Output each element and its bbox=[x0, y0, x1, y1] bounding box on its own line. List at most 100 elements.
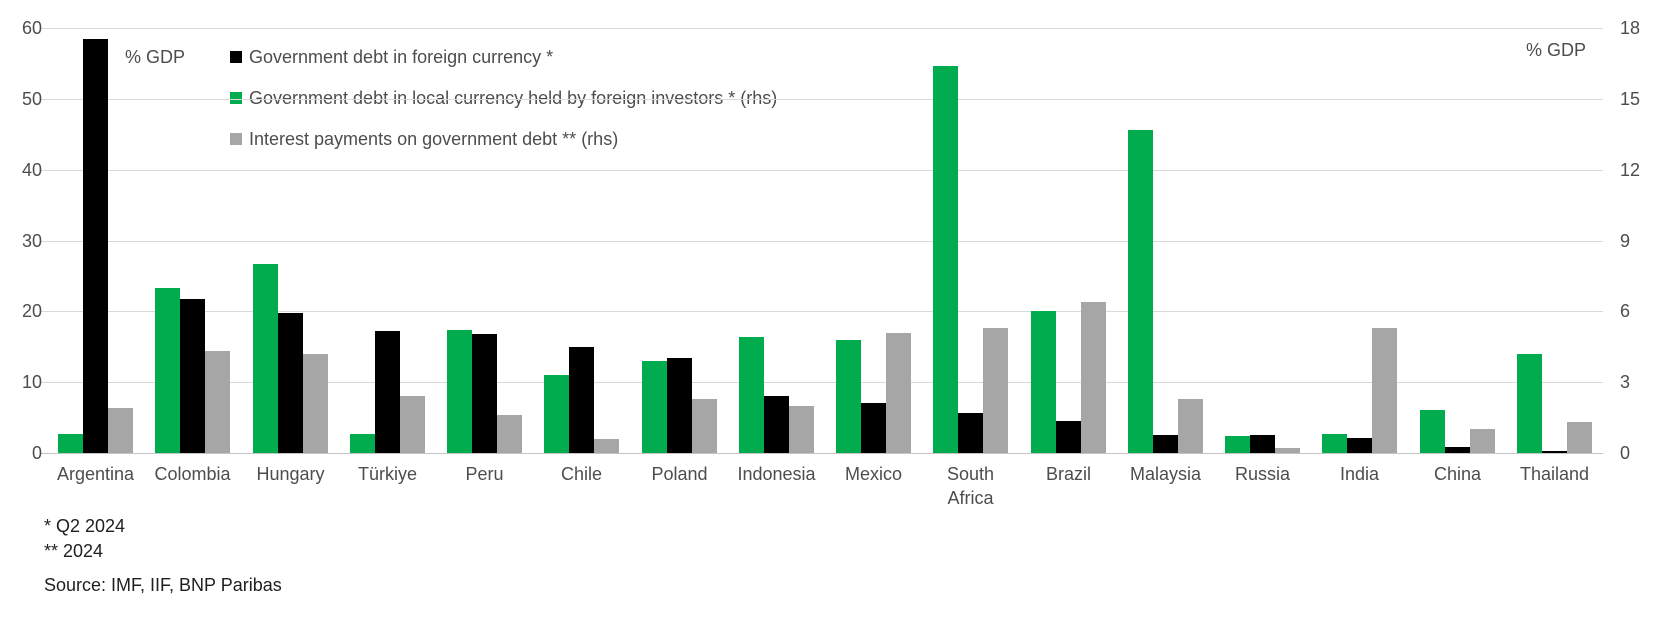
bar bbox=[764, 396, 789, 453]
right-axis-tick-label: 15 bbox=[1620, 89, 1641, 109]
left-axis-tick-label: 60 bbox=[21, 18, 42, 38]
category-label: Poland bbox=[651, 464, 708, 484]
left-axis-tick-label: 50 bbox=[21, 89, 42, 109]
bar bbox=[569, 347, 594, 453]
bar bbox=[180, 299, 205, 453]
bar bbox=[1153, 435, 1178, 453]
right-axis-tick-label: 9 bbox=[1620, 231, 1631, 251]
bar bbox=[1056, 421, 1081, 453]
right-axis-tick-label: 3 bbox=[1620, 372, 1631, 392]
gridline bbox=[40, 241, 1603, 242]
bar bbox=[155, 288, 180, 453]
right-axis-tick-label: 0 bbox=[1620, 443, 1631, 463]
bar bbox=[83, 39, 108, 453]
x-axis-baseline bbox=[40, 453, 1603, 454]
category-label: India bbox=[1339, 464, 1380, 484]
bar bbox=[1178, 399, 1203, 453]
legend: Government debt in foreign currency * Go… bbox=[230, 46, 777, 169]
category-label: Chile bbox=[560, 464, 603, 484]
legend-label: Government debt in foreign currency * bbox=[249, 46, 554, 67]
legend-item-local-currency: Government debt in local currency held b… bbox=[230, 87, 777, 109]
left-axis-tick-label: 20 bbox=[21, 301, 42, 321]
bar bbox=[447, 330, 472, 453]
bar bbox=[886, 333, 911, 453]
bar bbox=[278, 313, 303, 453]
bar bbox=[836, 340, 861, 453]
category-label: Russia bbox=[1234, 464, 1291, 484]
footnote-q2-2024: * Q2 2024 bbox=[44, 516, 126, 536]
legend-label: Government debt in local currency held b… bbox=[249, 87, 778, 108]
left-axis-tick-label: 0 bbox=[31, 443, 42, 463]
bar bbox=[400, 396, 425, 453]
bar bbox=[958, 413, 983, 453]
left-axis-title: % GDP bbox=[125, 47, 186, 67]
gridline bbox=[40, 382, 1603, 383]
bar bbox=[58, 434, 83, 453]
footnote-2024: ** 2024 bbox=[44, 541, 104, 561]
legend-item-interest-payments: Interest payments on government debt ** … bbox=[230, 128, 777, 150]
bar bbox=[1031, 311, 1056, 453]
bar bbox=[789, 406, 814, 453]
legend-swatch-black-icon bbox=[230, 51, 242, 63]
category-label: Colombia bbox=[154, 464, 231, 484]
bar bbox=[1445, 447, 1470, 453]
bar bbox=[1420, 410, 1445, 453]
legend-swatch-green-icon bbox=[230, 92, 242, 104]
bar bbox=[1322, 434, 1347, 453]
bar bbox=[1275, 448, 1300, 453]
bar bbox=[544, 375, 569, 453]
right-axis-tick-label: 18 bbox=[1620, 18, 1641, 38]
left-axis-tick-label: 30 bbox=[21, 231, 42, 251]
bar bbox=[1517, 354, 1542, 453]
category-label: Türkiye bbox=[357, 464, 417, 484]
category-label: China bbox=[1433, 464, 1482, 484]
gridline bbox=[40, 28, 1603, 29]
category-label: Brazil bbox=[1045, 464, 1091, 484]
bar bbox=[1081, 302, 1106, 453]
gridline bbox=[40, 311, 1603, 312]
legend-swatch-gray-icon bbox=[230, 133, 242, 145]
source-note: Source: IMF, IIF, BNP Paribas bbox=[44, 575, 282, 595]
category-label: South Africa bbox=[946, 464, 995, 508]
footnotes: * Q2 2024 ** 2024 Source: IMF, IIF, BNP … bbox=[44, 514, 282, 598]
bar bbox=[861, 403, 886, 453]
bar bbox=[1250, 435, 1275, 453]
right-axis-tick-label: 12 bbox=[1620, 160, 1641, 180]
bar bbox=[472, 334, 497, 453]
bar bbox=[1347, 438, 1372, 453]
right-axis-tick-label: 6 bbox=[1620, 301, 1631, 321]
legend-label: Interest payments on government debt ** … bbox=[249, 128, 619, 149]
bar bbox=[108, 408, 133, 453]
bar bbox=[253, 264, 278, 453]
bar bbox=[983, 328, 1008, 453]
gridline bbox=[40, 99, 1603, 100]
bar bbox=[642, 361, 667, 453]
bar bbox=[1372, 328, 1397, 453]
category-label: Malaysia bbox=[1129, 464, 1202, 484]
left-axis-tick-label: 10 bbox=[21, 372, 42, 392]
bar bbox=[1542, 451, 1567, 453]
bar bbox=[303, 354, 328, 453]
bar bbox=[1225, 436, 1250, 453]
left-axis-tick-label: 40 bbox=[21, 160, 42, 180]
bar bbox=[497, 415, 522, 453]
bar bbox=[692, 399, 717, 453]
bar bbox=[739, 337, 764, 453]
legend-item-foreign-currency: Government debt in foreign currency * bbox=[230, 46, 777, 68]
bar bbox=[667, 358, 692, 453]
category-label: Hungary bbox=[256, 464, 325, 484]
category-label: Mexico bbox=[844, 464, 902, 484]
bar bbox=[350, 434, 375, 453]
category-label: Indonesia bbox=[737, 464, 816, 484]
right-axis-title: % GDP bbox=[1525, 40, 1586, 60]
bar bbox=[933, 66, 958, 453]
bar bbox=[205, 351, 230, 453]
category-label: Thailand bbox=[1519, 464, 1590, 484]
gridline bbox=[40, 170, 1603, 171]
bar bbox=[1128, 130, 1153, 453]
bar bbox=[1567, 422, 1592, 453]
bar bbox=[594, 439, 619, 453]
category-label: Peru bbox=[465, 464, 504, 484]
bar bbox=[1470, 429, 1495, 453]
